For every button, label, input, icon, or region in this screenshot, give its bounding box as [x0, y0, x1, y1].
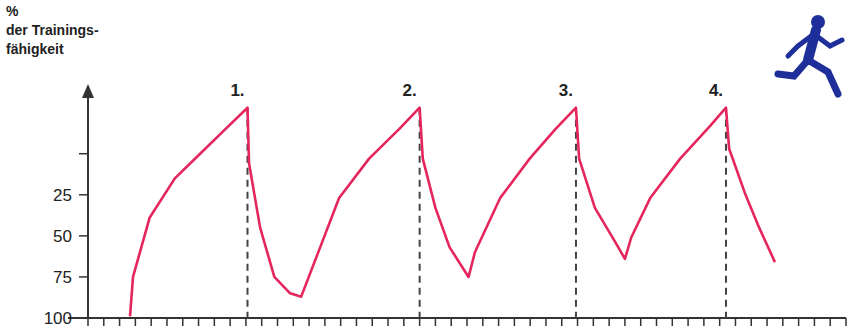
x-tick [529, 318, 531, 326]
x-tick [814, 318, 816, 326]
x-tick [372, 318, 374, 326]
x-tick [87, 318, 89, 326]
x-tick [324, 318, 326, 326]
chart: % der Trainings-fähigkeit 100 75 50 25 1. 2. 3. 4… [0, 0, 858, 331]
x-tick [450, 318, 452, 326]
x-tick [198, 318, 200, 326]
x-tick [229, 318, 231, 326]
y-tick-label: 50 [53, 227, 72, 246]
x-tick [782, 318, 784, 326]
peak-marker-line [725, 108, 727, 318]
x-tick [845, 318, 847, 326]
x-tick [166, 318, 168, 326]
y-tick-label: 75 [53, 268, 72, 287]
y-tick [79, 317, 88, 319]
peak-label: 1. [230, 81, 244, 100]
x-tick [766, 318, 768, 326]
x-tick [498, 318, 500, 326]
x-tick [624, 318, 626, 326]
x-tick [293, 318, 295, 326]
x-tick [482, 318, 484, 326]
peak-label: 3. [559, 81, 573, 100]
x-tick [387, 318, 389, 326]
plot-area [130, 108, 775, 318]
x-tick [703, 318, 705, 326]
x-tick [277, 318, 279, 326]
x-tick [150, 318, 152, 326]
x-tick [608, 318, 610, 326]
x-tick [514, 318, 516, 326]
y-tick-label: 25 [53, 186, 72, 205]
runner-icon [778, 15, 842, 94]
x-tick [829, 318, 831, 326]
peak-label: 4. [709, 81, 723, 100]
peak-label: 2. [403, 81, 417, 100]
x-tick [672, 318, 674, 326]
y-tick [79, 235, 88, 237]
x-tick [751, 318, 753, 326]
x-tick [640, 318, 642, 326]
x-tick [119, 318, 121, 326]
x-tick [561, 318, 563, 326]
y-axis-title: fähigkeit [6, 41, 64, 57]
x-tick [356, 318, 358, 326]
y-axis-title: % [6, 3, 19, 19]
y-axis [87, 88, 89, 318]
x-tick [719, 318, 721, 326]
y-tick [79, 153, 88, 155]
x-tick [577, 318, 579, 326]
x-tick [735, 318, 737, 326]
x-tick [103, 318, 105, 326]
x-tick [798, 318, 800, 326]
x-axis [68, 317, 846, 319]
y-tick-label: 100 [44, 309, 72, 328]
x-tick [656, 318, 658, 326]
x-tick [308, 318, 310, 326]
y-axis-arrow [82, 84, 94, 98]
x-tick [245, 318, 247, 326]
x-tick [435, 318, 437, 326]
x-tick [466, 318, 468, 326]
x-tick [135, 318, 137, 326]
y-tick [79, 194, 88, 196]
x-tick [182, 318, 184, 326]
y-axis-title: der Trainings- [6, 22, 99, 38]
x-tick [340, 318, 342, 326]
x-tick [214, 318, 216, 326]
x-tick [687, 318, 689, 326]
x-tick [403, 318, 405, 326]
x-tick [593, 318, 595, 326]
x-tick [419, 318, 421, 326]
x-tick [545, 318, 547, 326]
x-tick [261, 318, 263, 326]
y-tick [79, 276, 88, 278]
curve [130, 108, 775, 317]
